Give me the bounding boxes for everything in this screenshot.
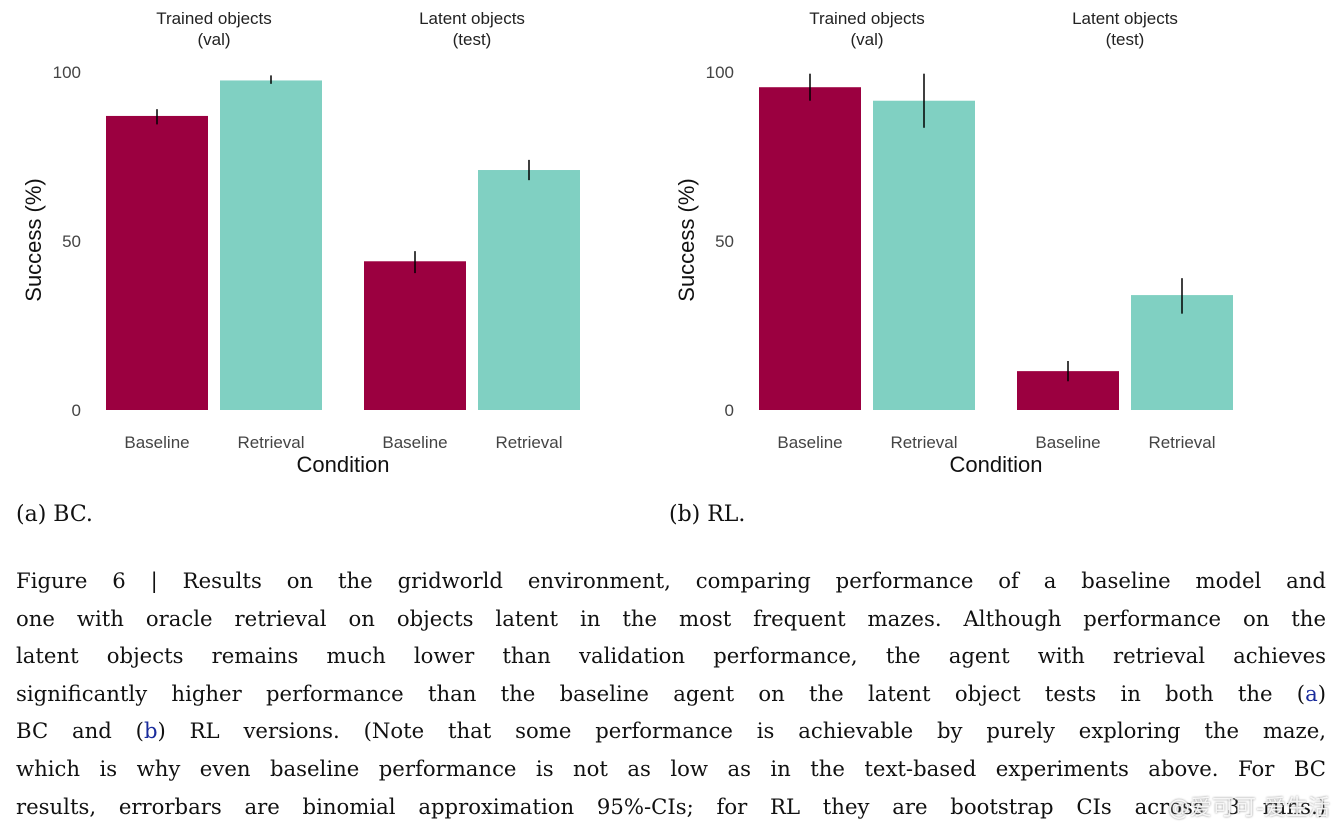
caption-line: one with oracle retrieval on objects lat… [16, 605, 1326, 631]
x-axis-label: Condition [297, 452, 390, 477]
y-axis-label: Success (%) [21, 178, 46, 301]
group-header-label: (val) [850, 30, 883, 49]
x-tick-label: Retrieval [1148, 433, 1215, 452]
caption-line: BC and (b) RL versions. (Note that some … [16, 718, 1326, 744]
x-tick-label: Baseline [382, 433, 447, 452]
group-header-label: (val) [197, 30, 230, 49]
reference-link-a[interactable]: a [1305, 680, 1318, 706]
group-header-label: Trained objects [156, 9, 272, 28]
x-tick-label: Baseline [1035, 433, 1100, 452]
figure-caption: Figure 6 | Results on the gridworld envi… [16, 562, 1326, 825]
caption-line: which is why even baseline performance i… [16, 755, 1326, 781]
x-tick-label: Retrieval [237, 433, 304, 452]
chart-panel-bc: Trained objects (val) Latent objects (test)… [0, 0, 660, 540]
caption-line: significantly higher performance than th… [16, 680, 1326, 706]
group-header-label: Latent objects [1072, 9, 1178, 28]
y-axis-label: Success (%) [674, 178, 699, 301]
group-header-label: Latent objects [419, 9, 525, 28]
x-tick-label: Baseline [124, 433, 189, 452]
y-tick-label: 0 [725, 401, 734, 420]
x-tick-label: Retrieval [495, 433, 562, 452]
y-tick-label: 50 [62, 232, 81, 251]
x-tick-label: Retrieval [890, 433, 957, 452]
x-axis-label: Condition [950, 452, 1043, 477]
group-header-label: Trained objects [809, 9, 925, 28]
bar-chart-rl: Trained objects (val) Latent objects (test)… [674, 9, 1233, 477]
subcaption-rl: (b) RL. [669, 502, 746, 527]
caption-line: latent objects remains much lower than v… [16, 643, 1326, 669]
bar-retrieval [478, 170, 580, 410]
watermark: @爱可可-爱生活 [1168, 796, 1330, 821]
group-header-label: (test) [453, 30, 492, 49]
group-header-label: (test) [1106, 30, 1145, 49]
y-tick-label: 0 [72, 401, 81, 420]
caption-line: results, errorbars are binomial approxim… [16, 793, 1326, 819]
bar-baseline [106, 115, 208, 410]
bar-retrieval [873, 100, 975, 410]
subcaption-bc: (a) BC. [16, 502, 93, 527]
caption-line: Figure 6 | Results on the gridworld envi… [16, 568, 1326, 593]
chart-panel-rl: Trained objects (val) Latent objects (test)… [660, 0, 1320, 540]
bar-baseline [364, 261, 466, 410]
y-tick-label: 50 [715, 232, 734, 251]
bar-baseline [759, 87, 861, 411]
reference-link-b[interactable]: b [143, 718, 158, 744]
y-tick-label: 100 [53, 63, 81, 82]
bar-retrieval [1131, 295, 1233, 410]
bar-chart-bc: Trained objects (val) Latent objects (test)… [21, 9, 580, 477]
x-tick-label: Baseline [777, 433, 842, 452]
y-tick-label: 100 [706, 63, 734, 82]
bar-retrieval [220, 80, 322, 410]
